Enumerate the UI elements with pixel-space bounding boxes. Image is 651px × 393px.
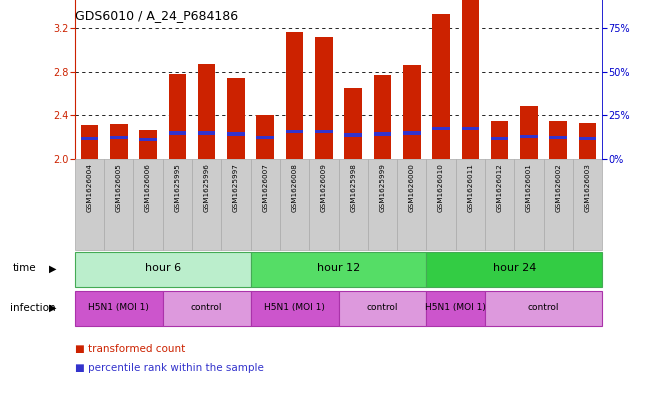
Text: GSM1625995: GSM1625995 [174,163,180,212]
Bar [315,130,333,134]
Bar [368,159,397,250]
Bar [456,159,485,250]
Text: H5N1 (MOI 1): H5N1 (MOI 1) [264,303,325,312]
Bar [315,37,333,159]
Bar [339,159,368,250]
Text: control: control [191,303,223,312]
Bar [374,132,391,136]
Text: H5N1 (MOI 1): H5N1 (MOI 1) [89,303,149,312]
Text: ■ percentile rank within the sample: ■ percentile rank within the sample [75,364,264,373]
Bar [432,127,450,130]
Bar [549,121,567,159]
Bar [491,121,508,159]
Bar [403,65,421,159]
Bar [426,252,602,287]
Text: hour 24: hour 24 [493,263,536,274]
Text: GSM1626012: GSM1626012 [497,163,503,212]
Text: GSM1626010: GSM1626010 [438,163,444,212]
Text: GSM1626001: GSM1626001 [526,163,532,212]
Bar [133,159,163,250]
Text: GDS6010 / A_24_P684186: GDS6010 / A_24_P684186 [75,9,238,22]
Text: GSM1626007: GSM1626007 [262,163,268,212]
Bar [520,106,538,159]
Text: GSM1625999: GSM1625999 [380,163,385,212]
Text: ▶: ▶ [49,263,57,274]
Text: time: time [13,263,36,274]
Bar [573,159,602,250]
Bar [286,130,303,134]
Text: GSM1626006: GSM1626006 [145,163,151,212]
Bar [163,159,192,250]
Bar [309,159,339,250]
Text: GSM1626003: GSM1626003 [585,163,590,212]
Bar [485,159,514,250]
Bar [75,252,251,287]
Bar [520,134,538,138]
Bar [514,159,544,250]
Bar [549,136,567,139]
Bar [227,132,245,136]
Bar [192,159,221,250]
Text: hour 12: hour 12 [317,263,360,274]
Text: control: control [528,303,559,312]
Bar [397,159,426,250]
Bar [163,291,251,326]
Bar [485,291,602,326]
Bar [169,74,186,159]
Bar [403,131,421,134]
Bar [139,138,157,141]
Bar [462,127,479,130]
Text: GSM1626011: GSM1626011 [467,163,473,212]
Text: GSM1625997: GSM1625997 [233,163,239,212]
Bar [227,78,245,159]
Bar [75,291,163,326]
Bar [221,159,251,250]
Text: ■ transformed count: ■ transformed count [75,344,185,354]
Text: hour 6: hour 6 [145,263,181,274]
Text: GSM1626002: GSM1626002 [555,163,561,212]
Text: GSM1625998: GSM1625998 [350,163,356,212]
Bar [339,291,426,326]
Bar [75,159,104,250]
Bar [426,159,456,250]
Bar [432,14,450,159]
Bar [139,130,157,159]
Bar [110,124,128,159]
Bar [462,0,479,159]
Bar [374,75,391,159]
Text: infection: infection [10,303,55,313]
Bar [104,159,133,250]
Text: GSM1626000: GSM1626000 [409,163,415,212]
Bar [256,136,274,139]
Text: ▶: ▶ [49,303,57,313]
Bar [544,159,573,250]
Bar [579,137,596,140]
Bar [251,291,339,326]
Bar [579,123,596,159]
Bar [251,252,426,287]
Text: GSM1626008: GSM1626008 [292,163,298,212]
Text: H5N1 (MOI 1): H5N1 (MOI 1) [425,303,486,312]
Bar [81,125,98,159]
Text: control: control [367,303,398,312]
Text: GSM1625996: GSM1625996 [204,163,210,212]
Bar [344,134,362,137]
Bar [491,137,508,140]
Bar [198,64,215,159]
Bar [251,159,280,250]
Bar [169,131,186,134]
Bar [110,136,128,139]
Bar [256,116,274,159]
Bar [81,137,98,140]
Bar [198,131,215,134]
Bar [344,88,362,159]
Bar [280,159,309,250]
Text: GSM1626005: GSM1626005 [116,163,122,212]
Text: GSM1626004: GSM1626004 [87,163,92,212]
Bar [426,291,485,326]
Text: GSM1626009: GSM1626009 [321,163,327,212]
Bar [286,32,303,159]
